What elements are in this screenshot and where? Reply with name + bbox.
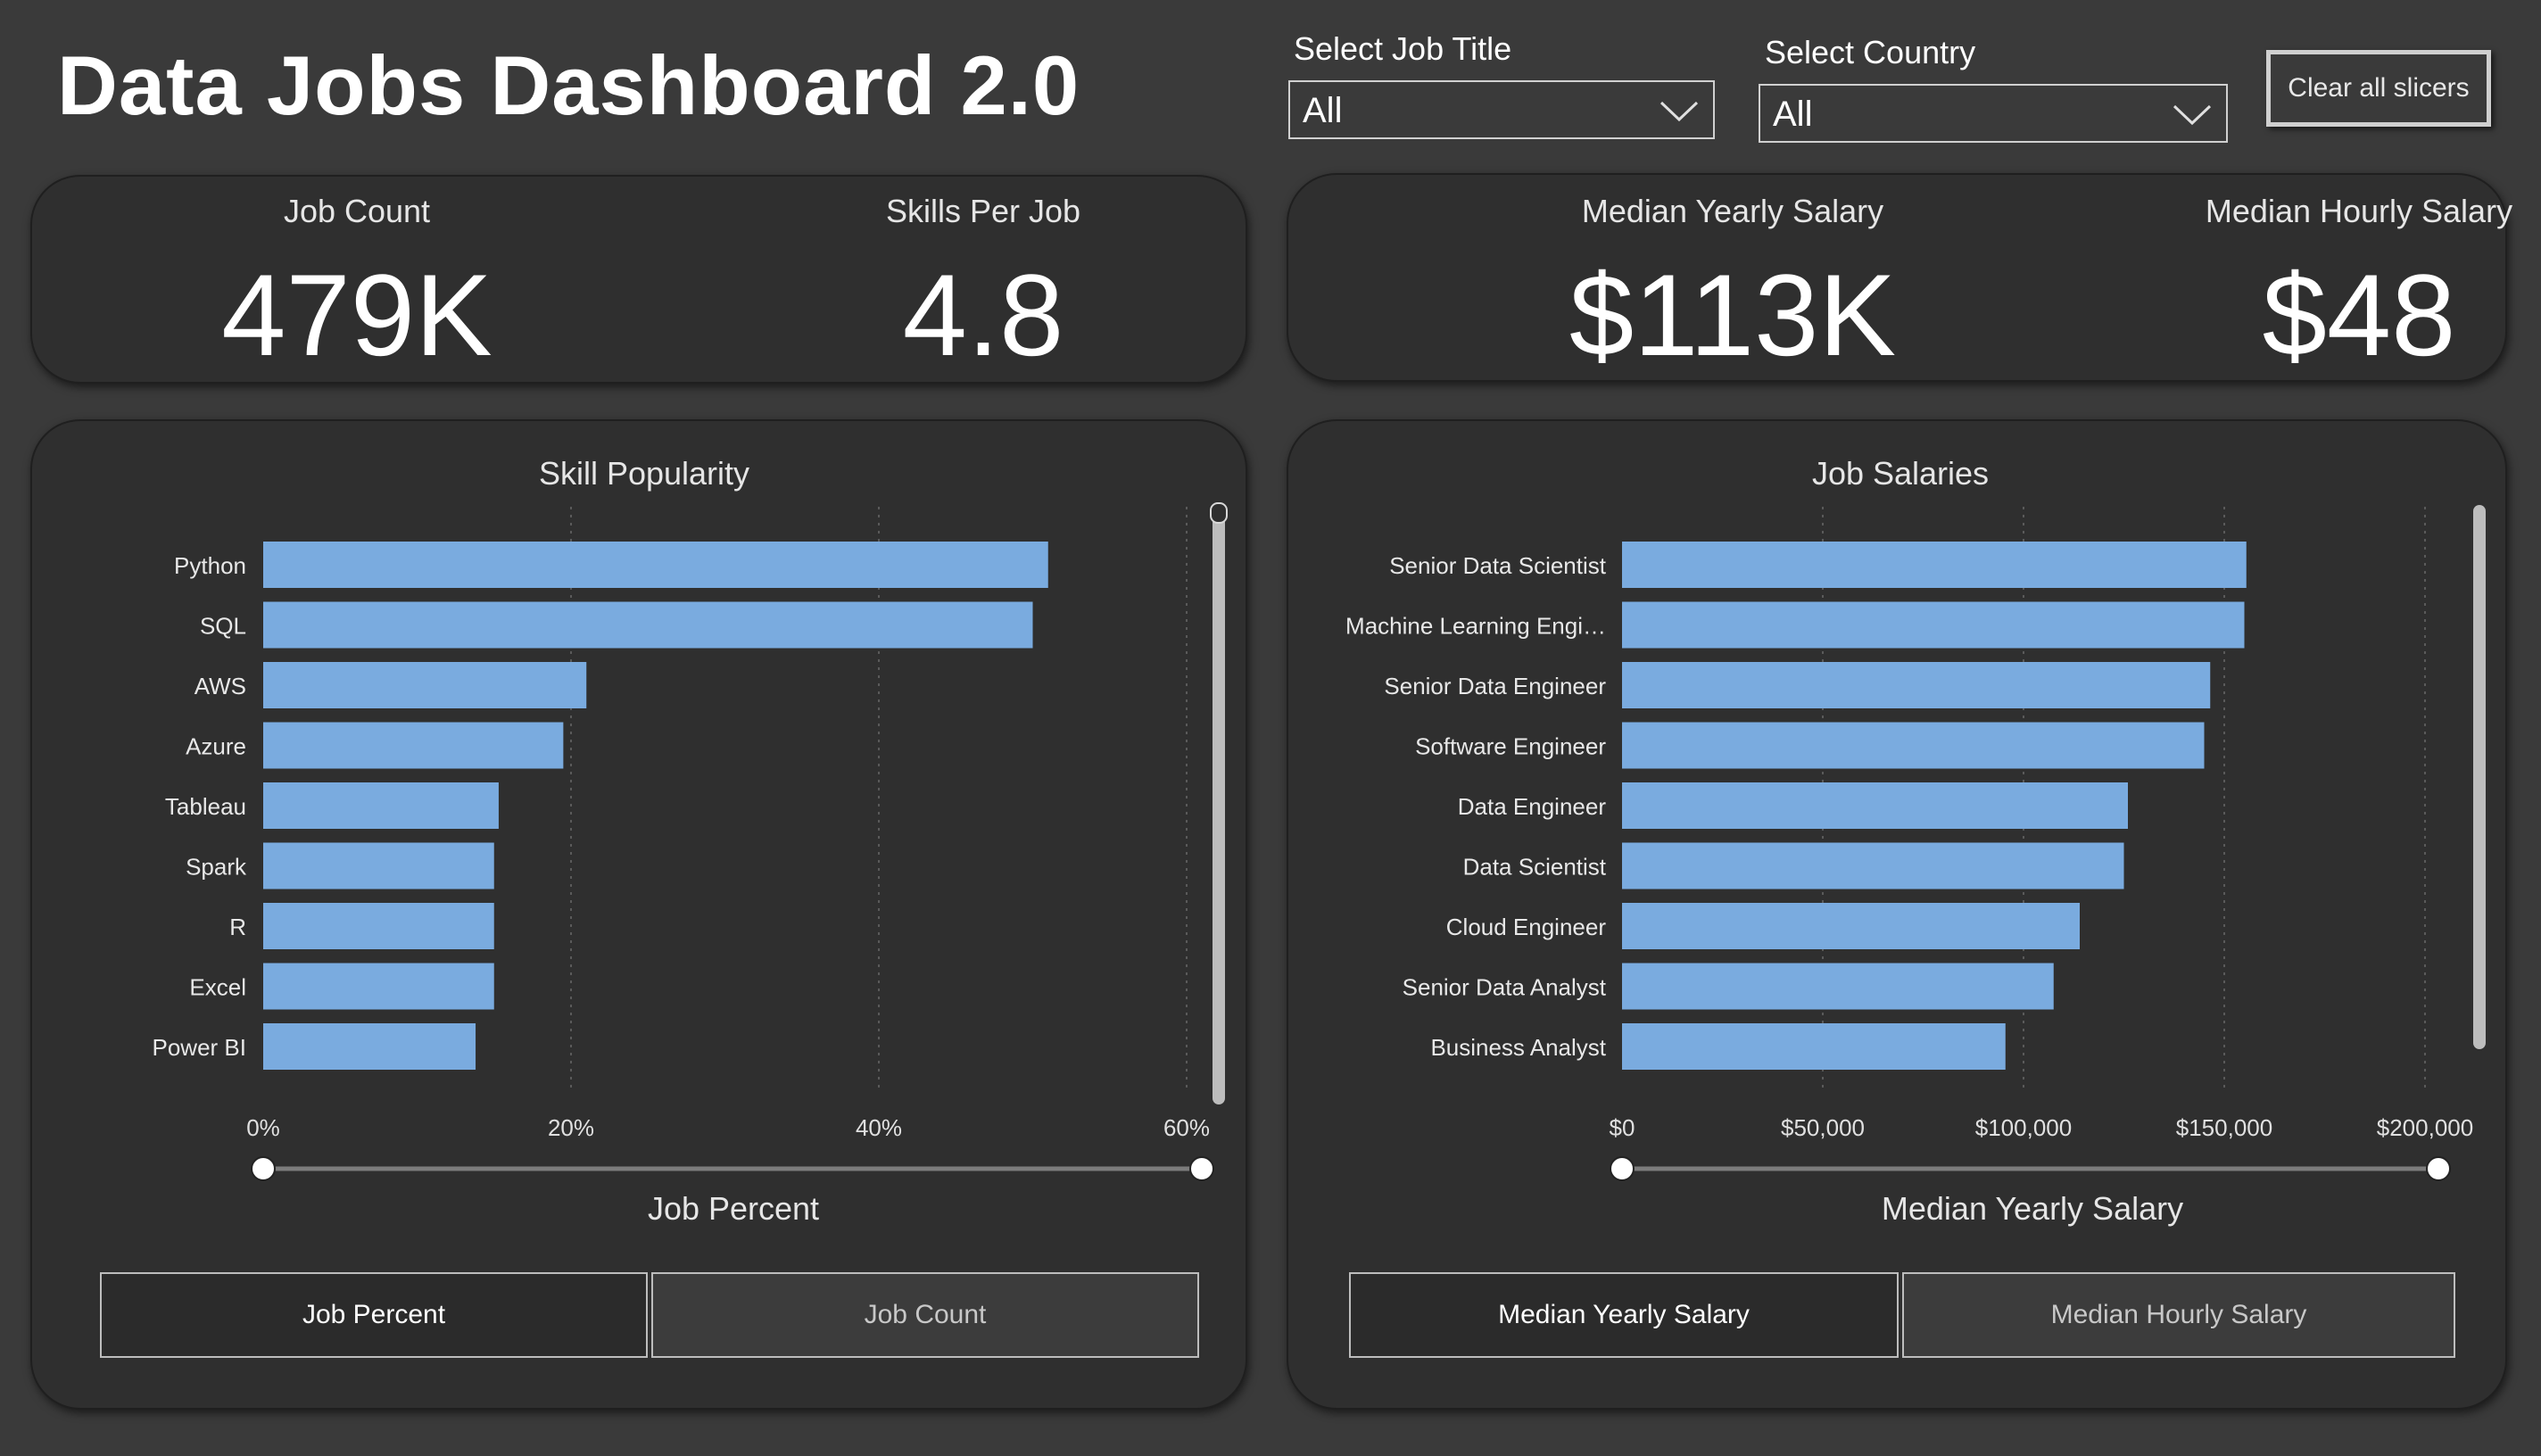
bar[interactable] — [1622, 542, 2247, 588]
category-label: Power BI — [153, 1034, 247, 1061]
category-label: Spark — [186, 854, 247, 881]
category-label: Machine Learning Engi… — [1345, 613, 1606, 640]
tick-label: $200,000 — [2377, 1114, 2473, 1141]
category-label: Data Scientist — [1463, 854, 1607, 881]
vertical-scrollbar[interactable] — [1213, 505, 1225, 1104]
median-hourly-salary-label: Median Hourly Salary — [2205, 193, 2513, 229]
category-label: Excel — [189, 974, 246, 1001]
tick-label: 20% — [548, 1114, 594, 1141]
clear-slicers-button[interactable]: Clear all slicers — [2266, 50, 2491, 127]
tick-label: $0 — [1610, 1114, 1635, 1141]
category-label: SQL — [200, 613, 246, 640]
job-title-dropdown-value: All — [1303, 91, 1343, 130]
bar[interactable] — [1622, 903, 2080, 949]
job-salaries-chart: Senior Data Scientist Machine Learning En… — [1345, 505, 2486, 1181]
bar[interactable] — [1622, 601, 2245, 649]
median-yearly-salary-label: Median Yearly Salary — [1581, 193, 1884, 229]
skill-axis-title: Job Percent — [647, 1190, 820, 1227]
salary-chart-title: Job Salaries — [1811, 455, 1990, 492]
scrollbar-thumb[interactable] — [1210, 502, 1228, 524]
median-hourly-toggle-button[interactable]: Median Hourly Salary — [1902, 1272, 2455, 1358]
tick-label: $100,000 — [1975, 1114, 2072, 1141]
country-dropdown-value: All — [1773, 95, 1813, 134]
job-count-label: Job Count — [283, 193, 431, 229]
salary-axis-title: Median Yearly Salary — [1881, 1190, 2184, 1227]
dashboard-title: Data Jobs Dashboard 2.0 — [57, 38, 1080, 132]
skill-chart-title: Skill Popularity — [538, 455, 750, 492]
bar[interactable] — [263, 903, 494, 949]
country-dropdown[interactable]: All — [1759, 84, 2228, 143]
bar[interactable] — [263, 601, 1033, 649]
bar[interactable] — [1622, 963, 2054, 1010]
kpi-card-jobs: Job Count 479K Skills Per Job 4.8 — [30, 175, 1247, 384]
range-slider-end-handle[interactable] — [1189, 1156, 1214, 1181]
category-label: Data Engineer — [1458, 793, 1607, 820]
chevron-down-icon — [1660, 101, 1699, 122]
category-label: Senior Data Scientist — [1389, 552, 1607, 579]
job-title-dropdown[interactable]: All — [1288, 80, 1715, 139]
kpi-card-salary: Median Yearly Salary $113K Median Hourly… — [1287, 173, 2512, 382]
median-yearly-salary-value: $113K — [1568, 250, 1897, 380]
category-label: AWS — [195, 673, 246, 699]
range-slider-end-handle[interactable] — [2426, 1156, 2451, 1181]
category-label: Business Analyst — [1430, 1034, 1606, 1061]
bar[interactable] — [263, 722, 564, 769]
category-label: R — [229, 914, 246, 940]
bar[interactable] — [1622, 1023, 2006, 1070]
job-percent-toggle-button[interactable]: Job Percent — [100, 1272, 648, 1358]
range-slider-start-handle[interactable] — [251, 1156, 276, 1181]
tick-label: 0% — [246, 1114, 280, 1141]
bar[interactable] — [1622, 782, 2128, 829]
bar[interactable] — [1622, 662, 2211, 708]
median-yearly-toggle-button[interactable]: Median Yearly Salary — [1349, 1272, 1899, 1358]
category-label: Software Engineer — [1415, 733, 1606, 760]
bar[interactable] — [263, 782, 499, 829]
bar[interactable] — [263, 662, 587, 708]
skills-per-job-label: Skills Per Job — [885, 193, 1081, 229]
tick-label: 60% — [1163, 1114, 1210, 1141]
bar[interactable] — [263, 1023, 476, 1070]
bar[interactable] — [1622, 842, 2124, 889]
category-label: Python — [174, 552, 246, 579]
job-title-slicer-label: Select Job Title — [1294, 30, 1512, 67]
median-hourly-salary-value: $48 — [2262, 250, 2456, 380]
bar[interactable] — [263, 963, 494, 1010]
category-label: Azure — [186, 733, 246, 760]
skills-per-job-value: 4.8 — [902, 250, 1064, 380]
tick-label: 40% — [856, 1114, 902, 1141]
category-label: Cloud Engineer — [1446, 914, 1607, 940]
skill-popularity-chart: Python SQL AWS Azure Tableau Spark R Excel Power… — [153, 502, 1228, 1181]
job-count-toggle-button[interactable]: Job Count — [651, 1272, 1199, 1358]
tick-label: $150,000 — [2176, 1114, 2272, 1141]
job-count-value: 479K — [221, 250, 492, 380]
category-label: Senior Data Engineer — [1384, 673, 1606, 699]
bar[interactable] — [1622, 722, 2205, 769]
bar[interactable] — [263, 842, 494, 889]
category-label: Tableau — [165, 793, 246, 820]
country-slicer-label: Select Country — [1765, 34, 1976, 70]
bar[interactable] — [263, 542, 1048, 588]
vertical-scrollbar[interactable] — [2473, 505, 2486, 1049]
tick-label: $50,000 — [1781, 1114, 1865, 1141]
category-label: Senior Data Analyst — [1403, 974, 1607, 1001]
range-slider-start-handle[interactable] — [1610, 1156, 1635, 1181]
chevron-down-icon — [2173, 104, 2212, 126]
